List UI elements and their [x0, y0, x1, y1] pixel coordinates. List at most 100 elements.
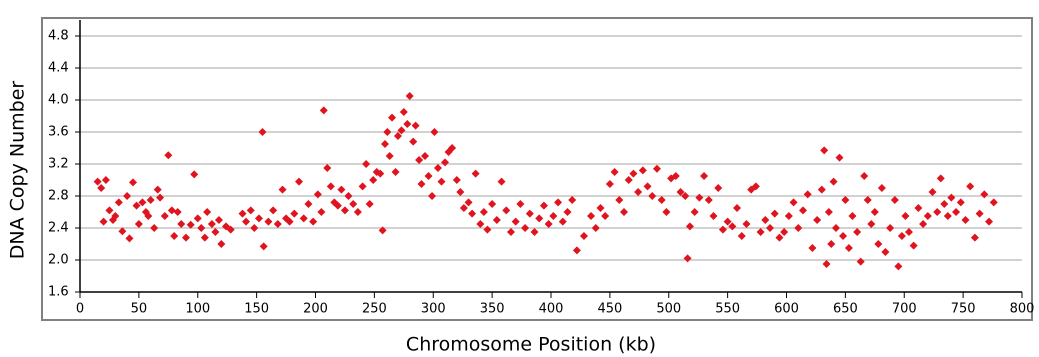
data-point [943, 212, 952, 220]
data-point [841, 196, 850, 204]
data-point [150, 224, 159, 232]
data-point [829, 177, 838, 186]
data-point [391, 168, 400, 176]
data-point [591, 224, 600, 232]
data-point [685, 222, 694, 231]
x-tick-label: 350 [480, 302, 505, 317]
data-point [101, 176, 110, 184]
data-point [118, 227, 127, 236]
data-point [709, 212, 718, 220]
data-point [947, 193, 956, 202]
data-point [874, 240, 883, 248]
data-point [572, 246, 581, 255]
data-point [492, 216, 501, 224]
data-point [424, 172, 433, 180]
data-point [643, 182, 652, 191]
data-point [153, 185, 162, 194]
data-point [652, 164, 661, 173]
data-point [411, 121, 420, 130]
data-point [831, 224, 840, 232]
data-point [430, 128, 439, 136]
x-tick-label: 500 [656, 302, 681, 317]
x-tick-label: 700 [892, 302, 917, 317]
data-point [549, 212, 558, 220]
data-point [164, 151, 173, 160]
data-point [657, 196, 666, 204]
x-tick-label: 400 [539, 302, 564, 317]
data-point [207, 220, 216, 228]
data-point [197, 224, 206, 232]
data-point [471, 169, 480, 178]
data-point [170, 232, 179, 240]
data-point [723, 217, 732, 226]
data-point [890, 196, 899, 204]
data-point [970, 233, 979, 242]
data-point [808, 244, 817, 252]
data-point [433, 164, 442, 172]
data-point [502, 206, 511, 215]
data-point [226, 225, 235, 234]
data-point [376, 169, 385, 178]
data-point [193, 214, 202, 223]
y-axis-title: DNA Copy Number [7, 81, 29, 260]
data-point [388, 113, 397, 122]
data-point [186, 220, 195, 229]
data-point [839, 232, 848, 240]
data-point [479, 208, 488, 216]
data-point [539, 201, 548, 210]
data-point [177, 220, 186, 228]
data-point [132, 201, 141, 210]
data-point [824, 208, 833, 216]
data-point [269, 206, 278, 215]
data-point [624, 176, 633, 184]
x-tick-label: 250 [362, 302, 387, 317]
data-point [417, 180, 426, 188]
data-point [344, 192, 353, 200]
data-point [886, 224, 895, 232]
data-point [511, 217, 520, 226]
data-point [333, 201, 342, 210]
data-point [813, 216, 822, 224]
data-point [146, 196, 155, 204]
data-point [160, 212, 169, 220]
data-point [587, 212, 596, 220]
data-point [421, 152, 430, 160]
data-point [264, 217, 273, 226]
data-point [97, 184, 106, 192]
data-point [167, 206, 176, 215]
data-point [313, 190, 322, 199]
data-point [437, 177, 446, 186]
y-tick-label: 2.0 [48, 253, 69, 268]
data-point [497, 177, 506, 186]
data-point [488, 200, 497, 208]
data-point [827, 240, 836, 248]
data-point [803, 190, 812, 199]
data-point [848, 212, 857, 220]
data-point [936, 174, 945, 183]
data-point [114, 198, 123, 207]
data-point [770, 209, 779, 218]
x-tick-label: 450 [597, 302, 622, 317]
data-point [125, 234, 134, 243]
plot-frame [41, 17, 1033, 321]
data-point [863, 196, 872, 204]
x-tick-label: 550 [715, 302, 740, 317]
data-point [378, 226, 387, 235]
data-point [798, 206, 807, 215]
x-tick-label: 50 [131, 302, 148, 317]
data-point [242, 217, 251, 226]
data-point [714, 184, 723, 192]
data-point [601, 212, 610, 220]
data-point [530, 228, 539, 236]
data-point [914, 204, 923, 212]
data-point [844, 244, 853, 252]
x-tick-label: 200 [303, 302, 328, 317]
data-point [506, 228, 515, 236]
data-point [904, 228, 913, 236]
data-point [695, 193, 704, 202]
data-point [683, 254, 692, 263]
data-point [278, 185, 287, 194]
data-point [563, 208, 572, 216]
data-point [897, 232, 906, 240]
